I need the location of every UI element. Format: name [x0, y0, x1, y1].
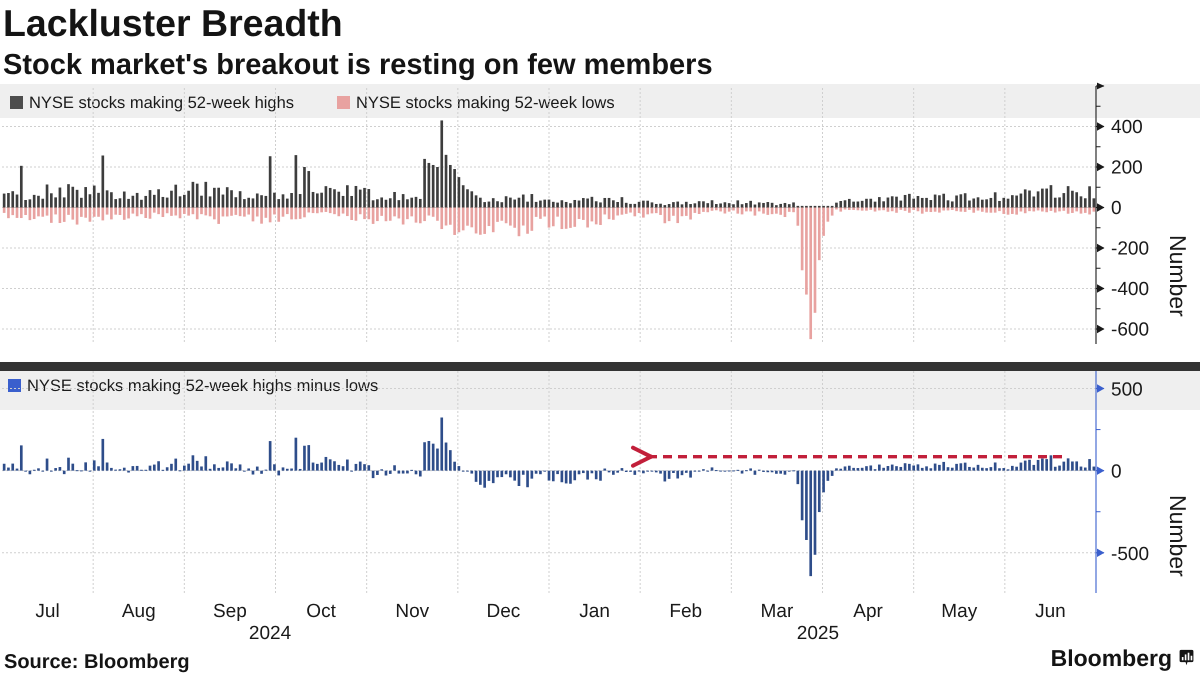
svg-text:400: 400 [1111, 117, 1143, 138]
svg-text:500: 500 [1111, 380, 1143, 401]
svg-text:Nov: Nov [395, 601, 429, 622]
svg-text:0: 0 [1111, 462, 1122, 483]
svg-text:Jun: Jun [1035, 601, 1066, 622]
svg-text:-500: -500 [1111, 544, 1149, 565]
svg-text:0: 0 [1111, 198, 1122, 219]
svg-text:Jul: Jul [35, 601, 59, 622]
svg-text:Apr: Apr [853, 601, 883, 622]
svg-text:200: 200 [1111, 158, 1143, 179]
svg-text:Number: Number [1165, 495, 1191, 577]
svg-text:2024: 2024 [249, 623, 292, 644]
svg-text:Feb: Feb [669, 601, 702, 622]
svg-text:Jan: Jan [579, 601, 610, 622]
svg-text:Oct: Oct [306, 601, 336, 622]
svg-text:Aug: Aug [122, 601, 156, 622]
svg-text:Number: Number [1165, 235, 1191, 317]
svg-text:Mar: Mar [761, 601, 794, 622]
svg-text:-400: -400 [1111, 279, 1149, 300]
svg-text:-600: -600 [1111, 320, 1149, 341]
svg-text:Dec: Dec [487, 601, 521, 622]
svg-text:2025: 2025 [797, 623, 839, 644]
svg-text:Sep: Sep [213, 601, 247, 622]
svg-text:-200: -200 [1111, 239, 1149, 260]
svg-text:May: May [941, 601, 977, 622]
